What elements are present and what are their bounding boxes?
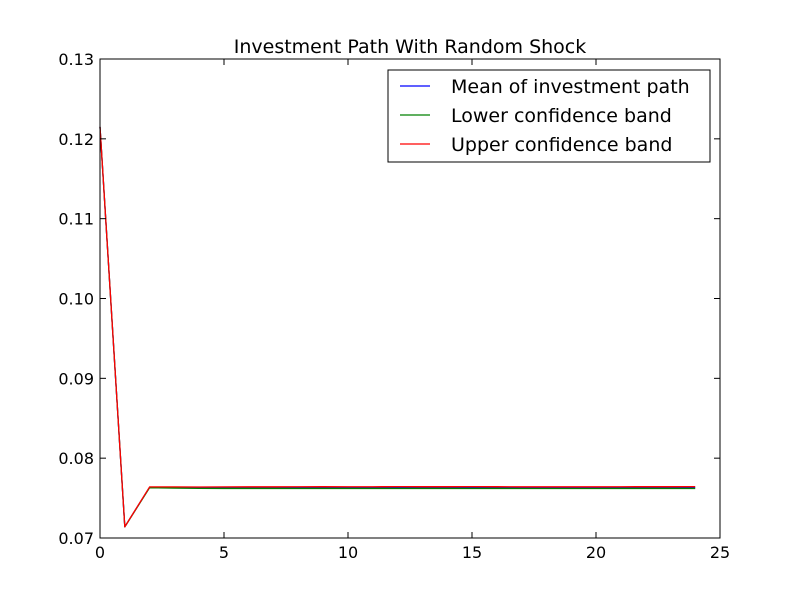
plot-area: 0 5 10 15 20 25 0.07 0.08 0.09 0.10 0.11 0.12 0.13	[58, 50, 730, 562]
y-tick-label: 0.13	[58, 50, 94, 69]
x-tick-label: 25	[710, 543, 730, 562]
series-line-1	[99, 126, 696, 528]
y-tick-label: 0.11	[58, 210, 94, 229]
x-tick-label: 15	[462, 543, 482, 562]
y-tick-label: 0.09	[58, 369, 94, 388]
x-tick-label: 5	[219, 543, 229, 562]
series-line-2	[99, 126, 696, 528]
legend-label-0: Mean of investment path	[451, 76, 690, 98]
legend-label-1: Lower confidence band	[451, 105, 672, 127]
x-tick-label: 20	[586, 543, 606, 562]
y-tick-label: 0.10	[58, 290, 94, 309]
x-tick-label: 10	[338, 543, 358, 562]
legend-label-2: Upper confidence band	[451, 134, 672, 156]
y-tick-label: 0.07	[58, 529, 94, 548]
y-tick-label: 0.12	[58, 130, 94, 149]
chart-title: Investment Path With Random Shock	[234, 36, 587, 58]
legend: Mean of investment path Lower confidence …	[387, 69, 711, 163]
legend-box	[387, 69, 711, 163]
y-tick-label: 0.08	[58, 449, 94, 468]
x-tick-label: 0	[95, 543, 105, 562]
